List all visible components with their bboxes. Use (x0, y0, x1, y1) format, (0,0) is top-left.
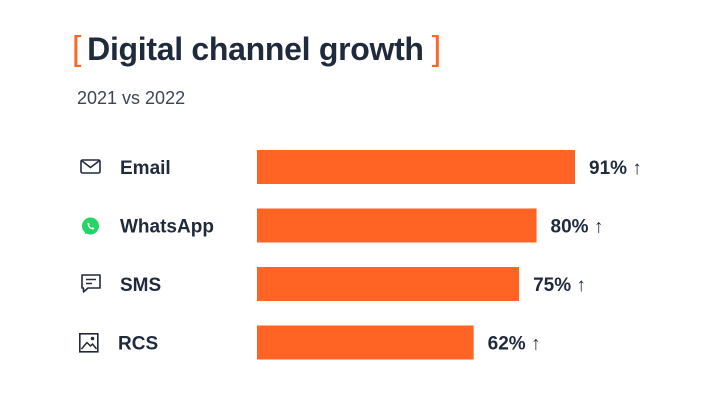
chart-subtitle: 2021 vs 2022 (77, 88, 186, 108)
whatsapp-icon (82, 217, 99, 235)
category-label: SMS (120, 275, 161, 296)
bar-email (257, 150, 575, 184)
category-label: Email (120, 158, 171, 179)
bar-whatsapp (257, 208, 537, 243)
chart-title: [ Digital channel growth ] (72, 30, 441, 69)
value-label: 75% ↑ (533, 275, 586, 296)
category-label: WhatsApp (120, 217, 214, 238)
value-label: 80% ↑ (551, 217, 604, 238)
title-bracket-open: [ (72, 30, 82, 68)
title-bracket-close: ] (431, 30, 441, 68)
envelope-icon (80, 159, 101, 174)
bar-rcs (257, 325, 474, 360)
value-label: 62% ↑ (488, 334, 541, 355)
value-label: 91% ↑ (589, 158, 642, 179)
category-label: RCS (118, 334, 158, 355)
image-icon (79, 333, 99, 353)
bar-sms (257, 267, 520, 301)
chat-bubble-icon (81, 274, 101, 293)
chart-title-text: Digital channel growth (87, 31, 424, 67)
